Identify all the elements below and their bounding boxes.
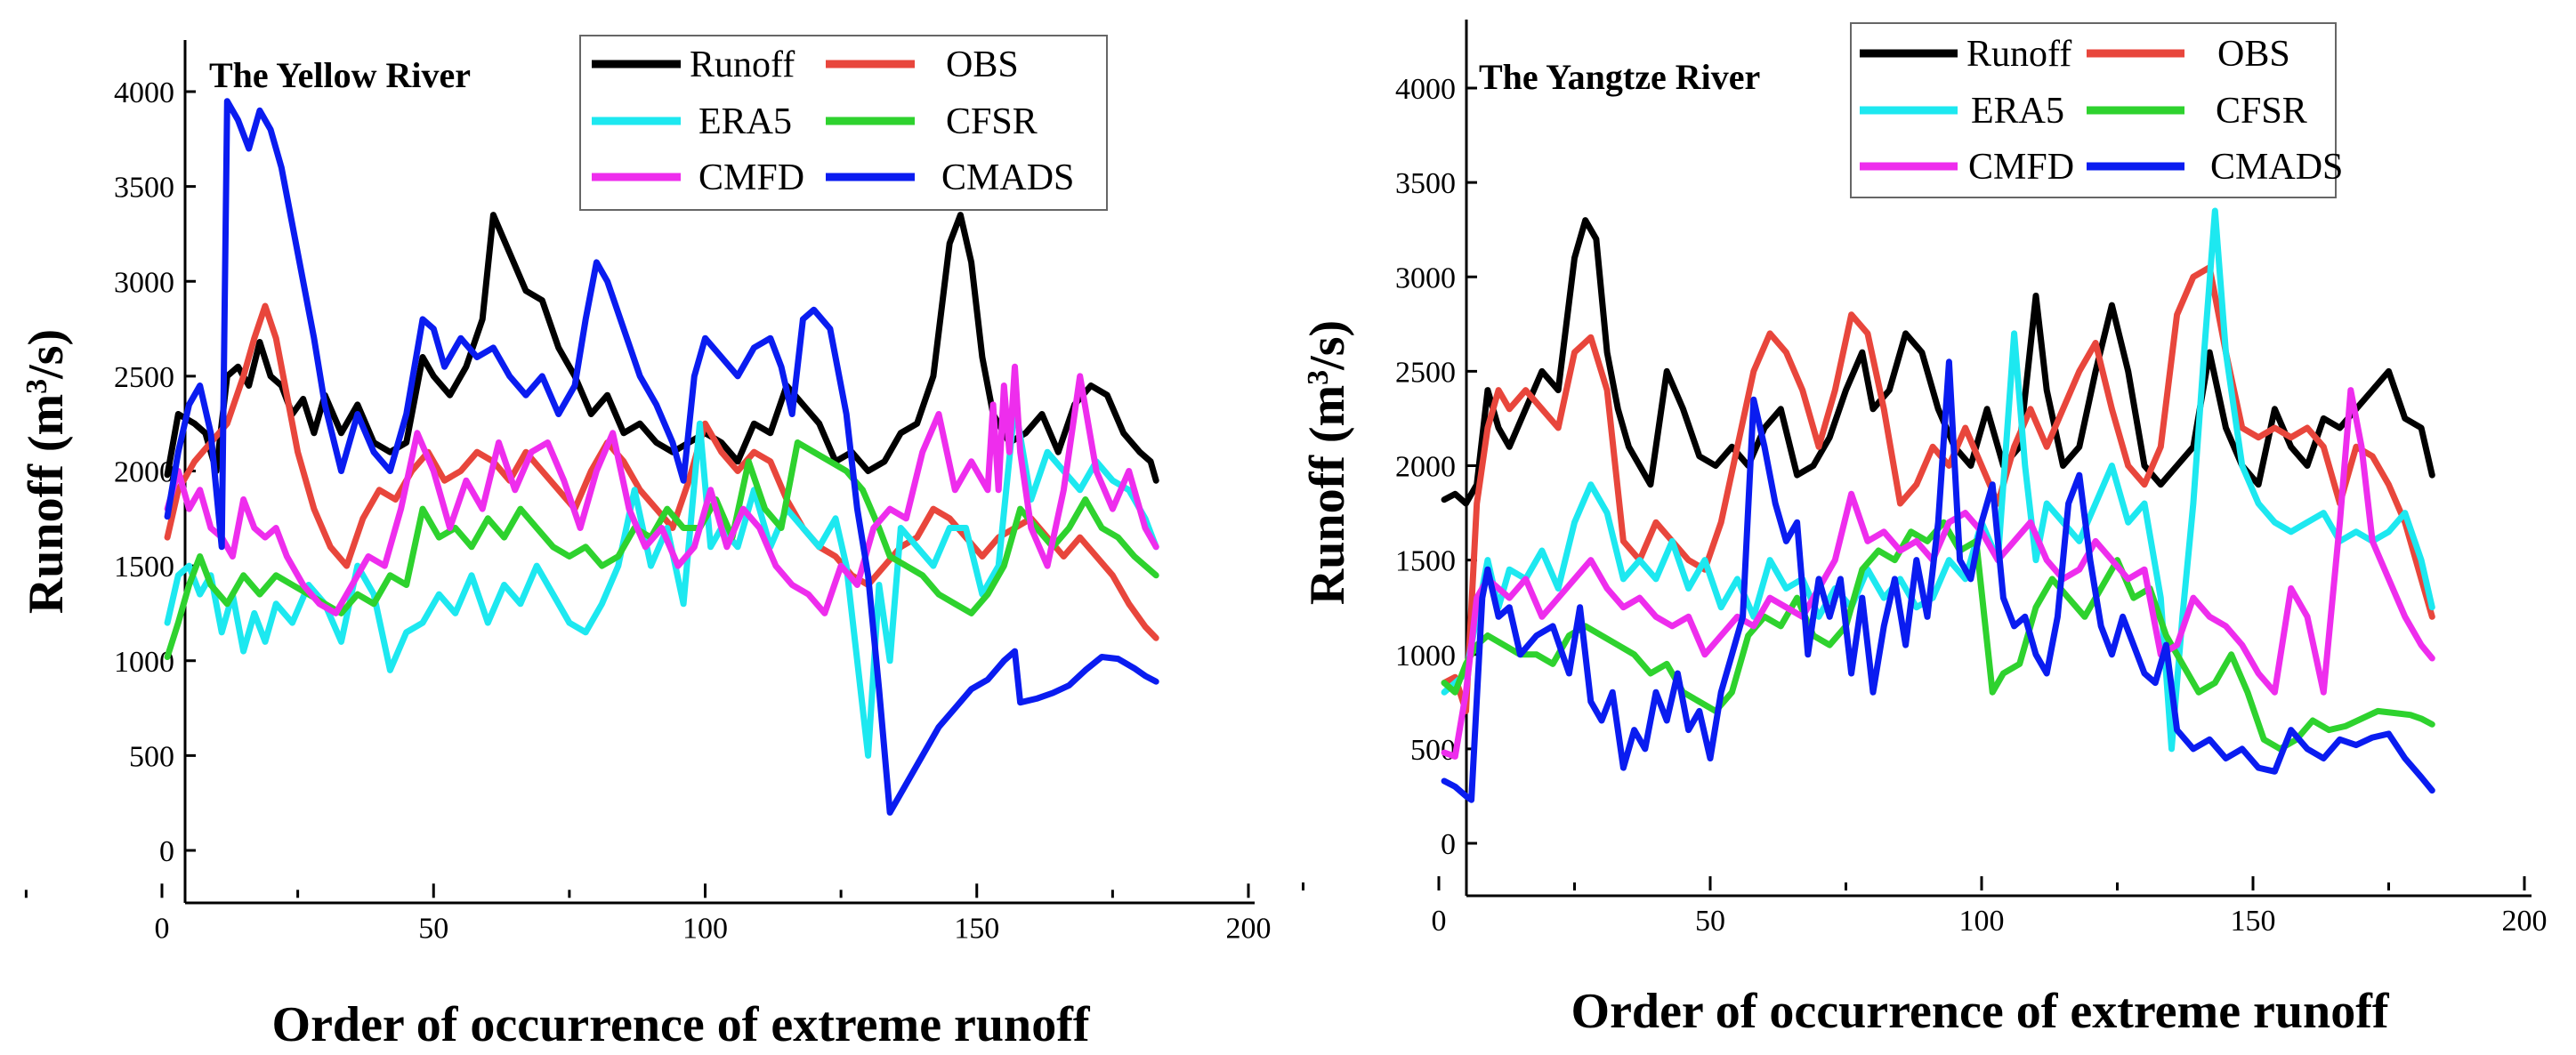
y-tick-label: 0 (1441, 828, 1456, 861)
series-line-obs (1441, 264, 2435, 714)
legend-label-runoff: Runoff (690, 44, 795, 85)
y-tick-label: 0 (159, 835, 174, 868)
y-tick-label: 500 (1410, 734, 1456, 767)
y-axis-ticks: 0 500 1000 1500 2000 2500 3000 3500 4000 (1395, 73, 1477, 861)
legend-label-cfsr: CFSR (946, 101, 1038, 142)
y-axis-title: Runoff (m3/s) (1300, 320, 1355, 605)
x-axis-title: Order of occurrence of extreme runoff (1571, 984, 2390, 1039)
x-axis-ticks: 0 50 100 150 200 (1302, 876, 2548, 938)
x-tick-label: 200 (2502, 905, 2548, 938)
legend-label-cmads: CMADS (941, 157, 1074, 198)
y-tick-label: 3000 (114, 266, 174, 299)
series-line-obs (164, 302, 1159, 641)
x-tick-label: 100 (1959, 905, 2005, 938)
legend-label-cmfd: CMFD (699, 157, 804, 198)
y-tick-label: 2000 (1395, 451, 1456, 484)
x-tick-label: 200 (1226, 912, 1272, 945)
series-group (164, 98, 1159, 816)
x-tick-label: 50 (1695, 905, 1725, 938)
series-line-cmfd (164, 363, 1159, 616)
y-axis-title-superscript: 3 (1302, 370, 1335, 385)
legend-label-cmfd: CMFD (1968, 147, 2074, 188)
series-line-runoff (164, 212, 1159, 484)
legend: Runoff OBS ERA5 CFSR CMFD CMADS (1850, 22, 2343, 198)
y-axis-title-superscript: 3 (20, 379, 53, 394)
x-tick-label: 100 (682, 912, 728, 945)
series-line-era5 (1441, 207, 2435, 753)
y-axis-title-base: Runoff (m (1300, 385, 1355, 605)
legend-label-era5: ERA5 (1971, 91, 2064, 132)
legend-label-runoff: Runoff (1966, 34, 2071, 75)
x-tick-label: 150 (2231, 905, 2276, 938)
chart-title: The Yellow River (209, 55, 471, 95)
legend-label-era5: ERA5 (699, 101, 792, 142)
y-tick-label: 2000 (114, 456, 174, 489)
series-group (1441, 207, 2435, 803)
series-line-cmads (164, 98, 1159, 816)
series-line-era5 (164, 401, 1159, 759)
x-axis-ticks: 0 50 100 150 200 (24, 883, 1272, 945)
y-axis-title-tail: /s) (19, 329, 74, 380)
legend-label-obs: OBS (946, 44, 1019, 85)
legend: Runoff OBS ERA5 CFSR CMFD CMADS (579, 35, 1108, 211)
x-axis-title: Order of occurrence of extreme runoff (272, 997, 1091, 1052)
y-axis-title-base: Runoff (m (19, 394, 74, 614)
legend-label-obs: OBS (2217, 34, 2290, 75)
x-tick-label: 0 (1432, 905, 1447, 938)
legend-label-cfsr: CFSR (2216, 91, 2307, 132)
y-tick-label: 3500 (1395, 167, 1456, 200)
legend-label-cmads: CMADS (2210, 147, 2343, 188)
x-tick-label: 150 (954, 912, 999, 945)
y-tick-label: 1000 (1395, 640, 1456, 672)
y-tick-label: 3000 (1395, 262, 1456, 294)
x-tick-label: 50 (418, 912, 448, 945)
y-tick-label: 2500 (114, 361, 174, 394)
y-tick-label: 1000 (114, 646, 174, 679)
yellow-river-chart: 0 500 1000 1500 2000 2500 3000 3500 4000 0 50 100 1… (19, 35, 1272, 1052)
series-line-cmads (1441, 358, 2435, 803)
y-tick-label: 2500 (1395, 356, 1456, 389)
y-tick-label: 4000 (114, 77, 174, 109)
y-tick-label: 4000 (1395, 73, 1456, 106)
y-axis-ticks: 0 500 1000 1500 2000 2500 3000 3500 4000 (114, 77, 196, 868)
y-axis-title: Runoff (m3/s) (19, 329, 74, 614)
chart-title: The Yangtze River (1479, 57, 1760, 97)
series-line-runoff (1441, 217, 2435, 507)
y-axis-title-tail: /s) (1300, 320, 1355, 371)
x-tick-label: 0 (155, 912, 170, 945)
y-tick-label: 500 (129, 740, 174, 773)
y-tick-label: 3500 (114, 172, 174, 205)
y-tick-label: 1500 (114, 551, 174, 584)
y-tick-label: 1500 (1395, 545, 1456, 578)
yangtze-river-chart: 0 500 1000 1500 2000 2500 3000 3500 4000 0 50 100 1… (1300, 20, 2548, 1039)
